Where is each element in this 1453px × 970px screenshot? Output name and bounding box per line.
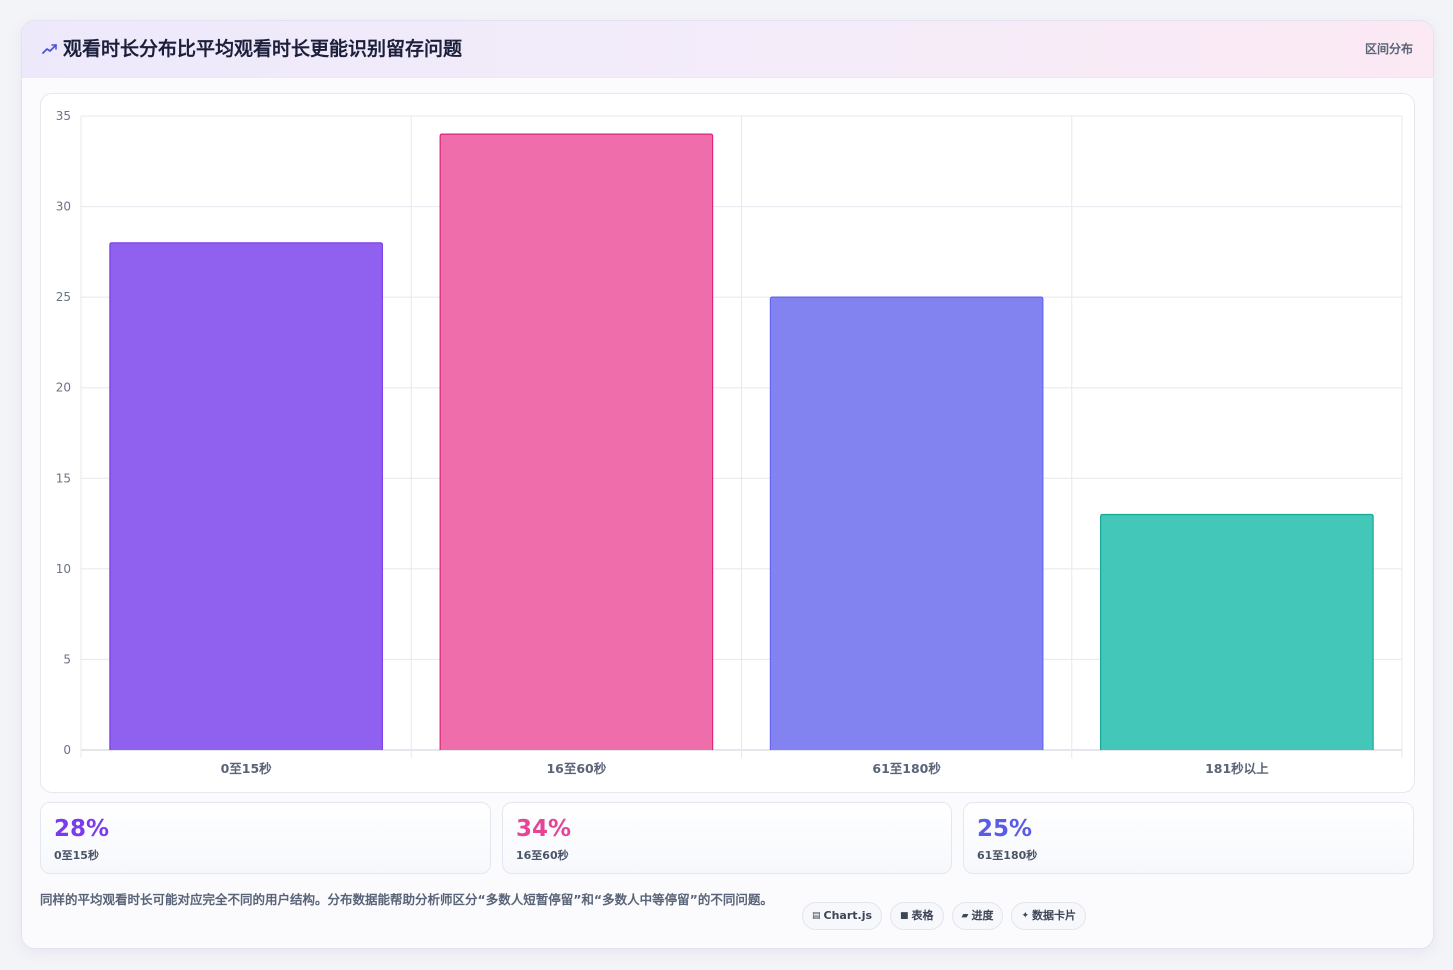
stat-card-0-15s: 28% 0至15秒 (40, 802, 491, 874)
stat-label: 16至60秒 (516, 849, 569, 862)
y-tick-label: 5 (63, 652, 71, 666)
bar-chart: 0 5 10 15 20 25 30 35 0至15秒 16至60秒 61至180秒 181秒以上 (56, 109, 1403, 776)
stat-card-16-60s: 34% 16至60秒 (502, 802, 952, 874)
y-tick-label: 35 (56, 109, 71, 123)
y-tick-label: 0 (63, 743, 71, 757)
tag-label: Chart.js (823, 909, 873, 922)
y-tick-label: 15 (56, 471, 71, 485)
chart-icon: ▤ (812, 911, 821, 921)
bar-2[interactable] (769, 296, 1044, 750)
tag-label: 进度 (971, 909, 994, 922)
x-tick-label: 16至60秒 (546, 761, 606, 776)
page-title: 观看时长分布比平均观看时长更能识别留存问题 (63, 38, 463, 60)
sparkle-icon: ✦ (1021, 911, 1030, 921)
tag-chartjs[interactable]: ▤ Chart.js (802, 902, 883, 930)
bar-1[interactable] (439, 133, 714, 750)
progress-icon: ▰ (961, 911, 969, 921)
chart-type-badge: 区间分布 (1364, 42, 1413, 56)
tag-list: ▤ Chart.js ■ 表格 ▰ 进度 ✦ 数据卡片 (802, 902, 1087, 930)
y-tick-label: 20 (56, 381, 71, 395)
bar-0[interactable] (109, 242, 383, 750)
tag-progress[interactable]: ▰ 进度 (951, 902, 1004, 930)
y-tick-label: 30 (56, 200, 71, 214)
bar-3[interactable] (1100, 513, 1374, 750)
insight-text: 同样的平均观看时长可能对应完全不同的用户结构。分布数据能帮助分析师区分“多数人短… (40, 892, 773, 907)
trend-line-icon (42, 44, 57, 54)
tag-label: 数据卡片 (1032, 909, 1077, 922)
stat-label: 61至180秒 (977, 849, 1038, 862)
x-tick-label: 181秒以上 (1205, 761, 1269, 776)
stat-label: 0至15秒 (54, 849, 99, 862)
stat-value: 34% (516, 816, 572, 842)
chart-card: 观看时长分布比平均观看时长更能识别留存问题 区间分布 0 5 10 15 20 25 30 3… (21, 20, 1434, 949)
card-header: 观看时长分布比平均观看时长更能识别留存问题 区间分布 (22, 21, 1433, 78)
stat-card-61-180s: 25% 61至180秒 (963, 802, 1414, 874)
x-tick-label: 0至15秒 (221, 761, 273, 776)
tag-data-card[interactable]: ✦ 数据卡片 (1011, 902, 1087, 930)
chart-panel: 0 5 10 15 20 25 30 35 0至15秒 16至60秒 61至180秒 181秒以上 (40, 93, 1415, 793)
tag-table[interactable]: ■ 表格 (890, 902, 944, 930)
tag-label: 表格 (911, 909, 934, 922)
table-icon: ■ (900, 911, 909, 921)
stat-value: 25% (977, 816, 1033, 842)
x-tick-label: 61至180秒 (872, 761, 941, 776)
y-tick-label: 10 (56, 562, 71, 576)
stat-value: 28% (54, 816, 110, 842)
y-tick-label: 25 (56, 290, 71, 304)
